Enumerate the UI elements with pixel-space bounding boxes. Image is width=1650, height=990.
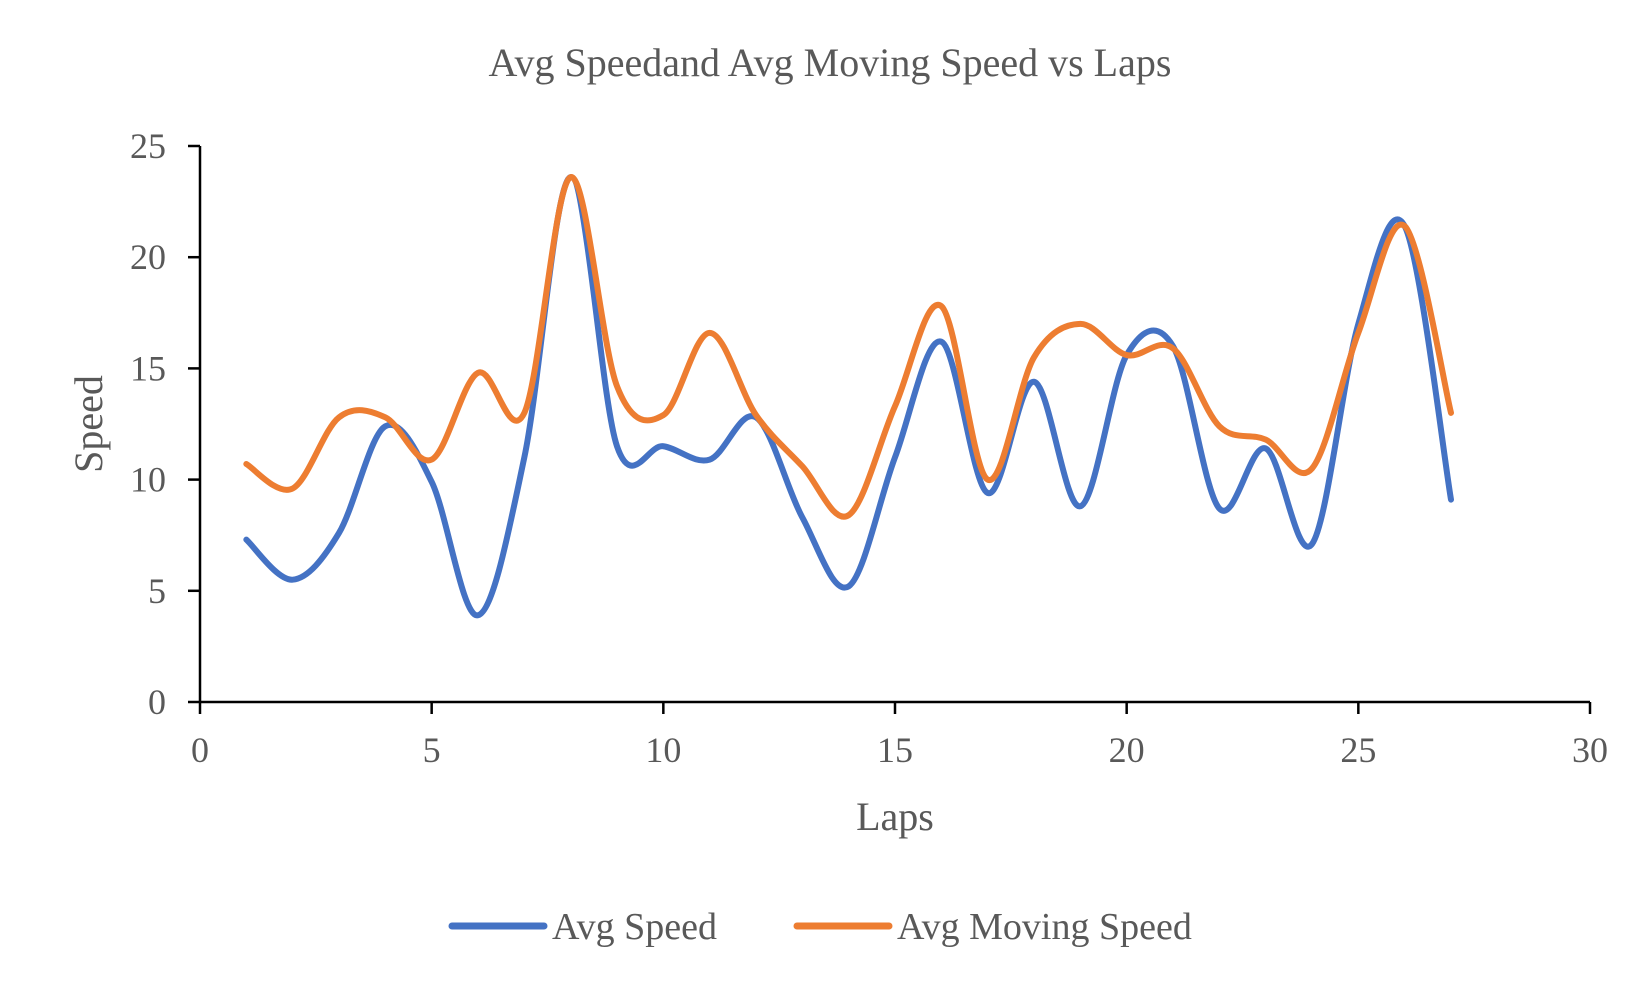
x-tick-label: 5: [423, 730, 441, 770]
x-tick-label: 15: [877, 730, 913, 770]
series-layer: [243, 174, 1454, 619]
y-tick-label: 25: [130, 126, 166, 166]
y-axis-title: Speed: [66, 375, 111, 473]
y-tick-label: 0: [148, 682, 166, 722]
x-axis-title: Laps: [856, 794, 934, 839]
y-tick-label: 5: [148, 571, 166, 611]
y-tick-label: 15: [130, 348, 166, 388]
legend-label-avg-speed: Avg Speed: [552, 906, 717, 948]
axes: 0 5 10 15 20 25 30 0 5 10 15 20 25: [130, 126, 1608, 770]
chart-title: Avg Speedand Avg Moving Speed vs Laps: [489, 40, 1172, 85]
series-line-avg-moving-speed: [243, 174, 1454, 520]
x-tick-label: 30: [1572, 730, 1608, 770]
x-tick-label: 10: [645, 730, 681, 770]
y-tick-label: 10: [130, 460, 166, 500]
x-tick-label: 0: [191, 730, 209, 770]
x-tick-label: 20: [1109, 730, 1145, 770]
x-tick-label: 25: [1340, 730, 1376, 770]
legend-label-avg-moving-speed: Avg Moving Speed: [897, 906, 1192, 948]
y-tick-label: 20: [130, 237, 166, 277]
legend: Avg Speed Avg Moving Speed: [448, 906, 1192, 948]
series-line-avg-speed: [243, 174, 1454, 619]
